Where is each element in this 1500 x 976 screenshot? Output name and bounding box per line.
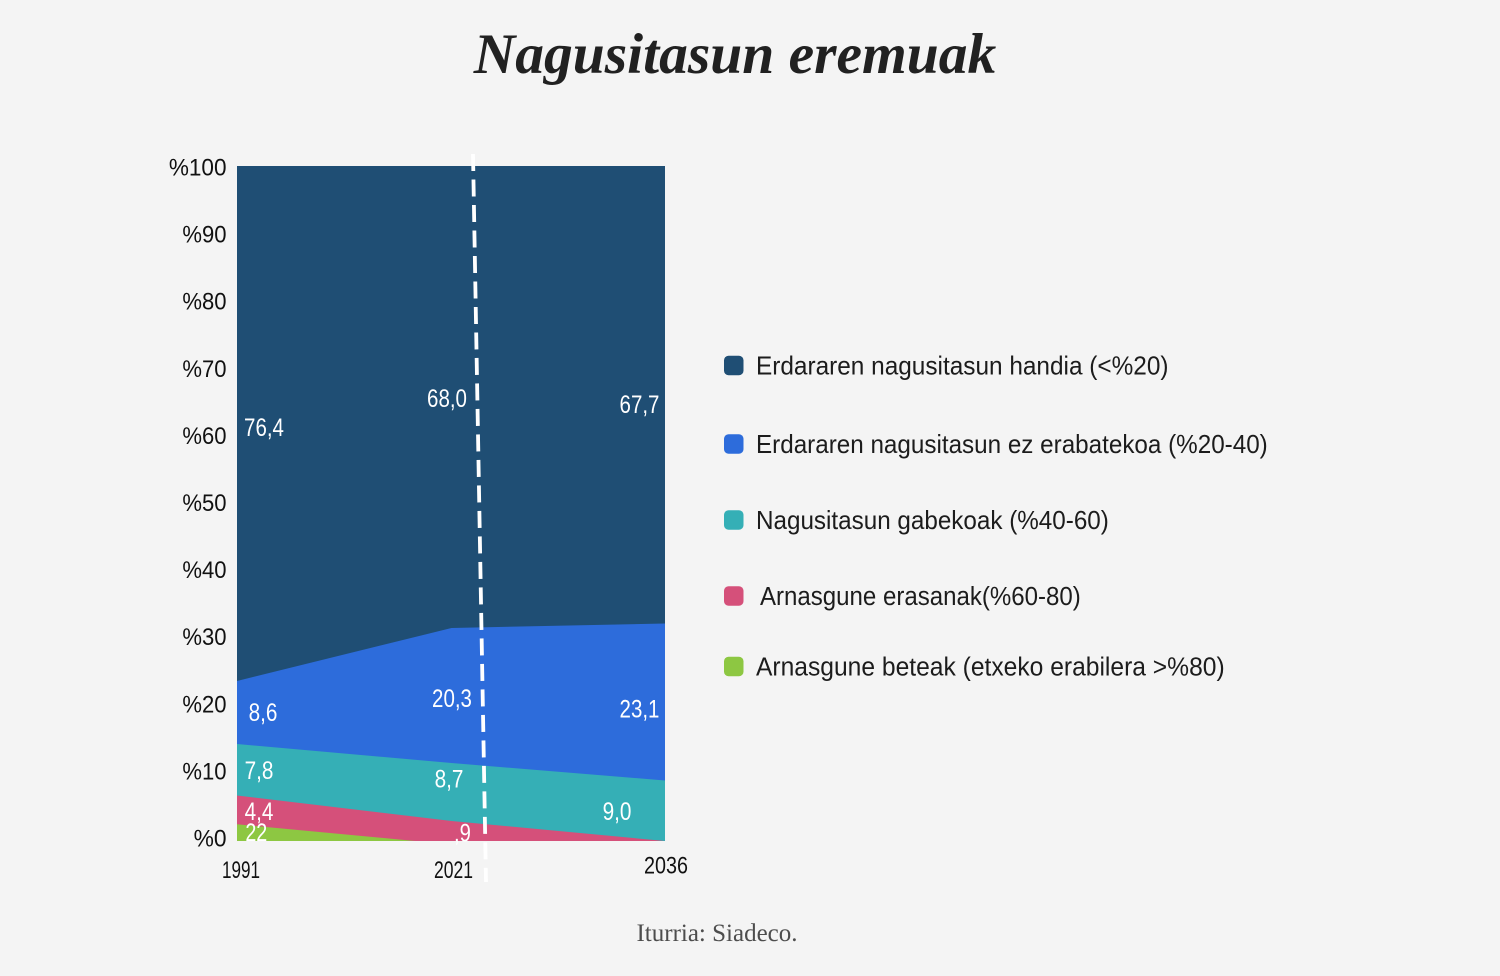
svg-text:68,0: 68,0 xyxy=(427,384,467,412)
svg-text:%40: %40 xyxy=(182,556,226,583)
svg-text:9,0: 9,0 xyxy=(603,797,632,825)
svg-text:Nagusitasun gabekoak (%40-60): Nagusitasun gabekoak (%40-60) xyxy=(756,506,1109,535)
svg-text:%20: %20 xyxy=(182,690,226,717)
svg-text:8,7: 8,7 xyxy=(435,765,464,793)
svg-text:2021: 2021 xyxy=(434,857,473,883)
svg-text:4,4: 4,4 xyxy=(245,797,274,825)
svg-text:%10: %10 xyxy=(182,758,226,785)
svg-text:Arnasgune erasanak(%60-80): Arnasgune erasanak(%60-80) xyxy=(760,582,1081,611)
svg-text:%80: %80 xyxy=(182,288,226,315)
svg-text:7,8: 7,8 xyxy=(245,756,274,784)
svg-text:Nagusitasun eremuak: Nagusitasun eremuak xyxy=(473,23,997,86)
svg-text:2036: 2036 xyxy=(644,852,688,879)
svg-text:%50: %50 xyxy=(182,489,226,516)
svg-text:%60: %60 xyxy=(182,422,226,449)
svg-text:Iturria: Siadeco.: Iturria: Siadeco. xyxy=(636,920,797,947)
svg-text:20,3: 20,3 xyxy=(432,684,472,712)
svg-text:Arnasgune beteak (etxeko erabi: Arnasgune beteak (etxeko erabilera >%80) xyxy=(756,653,1225,682)
svg-text:1991: 1991 xyxy=(222,857,260,883)
svg-text:Erdararen nagusitasun handia (: Erdararen nagusitasun handia (<%20) xyxy=(756,352,1169,381)
svg-text:,9: ,9 xyxy=(454,818,471,847)
svg-text:23,1: 23,1 xyxy=(620,695,660,723)
svg-text:22: 22 xyxy=(245,819,267,847)
svg-text:%0: %0 xyxy=(194,825,227,852)
svg-text:%90: %90 xyxy=(182,221,226,248)
svg-text:Erdararen nagusitasun ez eraba: Erdararen nagusitasun ez erabatekoa (%20… xyxy=(756,430,1268,459)
svg-text:67,7: 67,7 xyxy=(620,390,660,418)
svg-text:76,4: 76,4 xyxy=(244,413,284,441)
svg-text:%70: %70 xyxy=(182,355,226,382)
svg-text:%30: %30 xyxy=(182,623,226,650)
svg-text:8,6: 8,6 xyxy=(249,698,278,726)
svg-text:%100: %100 xyxy=(169,154,227,181)
